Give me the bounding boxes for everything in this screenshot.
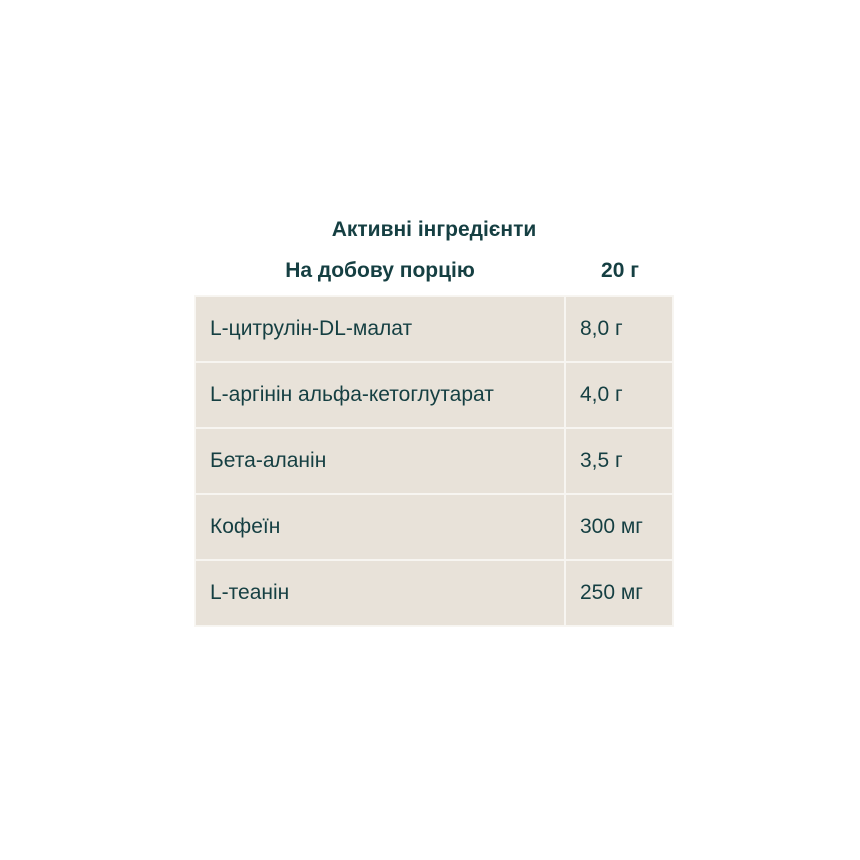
- ingredient-amount: 3,5 г: [564, 427, 674, 495]
- ingredient-amount: 8,0 г: [564, 295, 674, 363]
- table-row: Кофеїн 300 мг: [194, 493, 674, 561]
- ingredient-amount: 250 мг: [564, 559, 674, 627]
- header-label: На добову порцію: [285, 259, 475, 282]
- ingredient-amount: 4,0 г: [564, 361, 674, 429]
- ingredients-table: L-цитрулін-DL-малат 8,0 г L-аргінін альфа…: [194, 295, 674, 627]
- table-header: На добову порцію 20 г: [195, 259, 673, 289]
- ingredient-name: Кофеїн: [194, 493, 566, 561]
- header-amount: 20 г: [601, 259, 639, 282]
- ingredient-name: L-цитрулін-DL-малат: [194, 295, 566, 363]
- ingredient-name: Бета-аланін: [194, 427, 566, 495]
- ingredient-name: L-теанін: [194, 559, 566, 627]
- table-row: L-теанін 250 мг: [194, 559, 674, 627]
- table-row: L-аргінін альфа-кетоглутарат 4,0 г: [194, 361, 674, 429]
- table-row: L-цитрулін-DL-малат 8,0 г: [194, 295, 674, 363]
- ingredient-name: L-аргінін альфа-кетоглутарат: [194, 361, 566, 429]
- ingredient-amount: 300 мг: [564, 493, 674, 561]
- table-row: Бета-аланін 3,5 г: [194, 427, 674, 495]
- table-title: Активні інгредієнти: [331, 218, 537, 241]
